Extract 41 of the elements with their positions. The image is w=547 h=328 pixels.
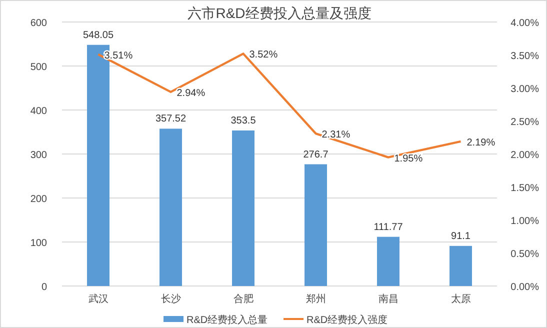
- y2-tick-label: 3.00%: [510, 84, 540, 95]
- data-label: 2.19%: [466, 137, 496, 148]
- bar: [304, 164, 327, 286]
- y2-tick-label: 4.00%: [510, 18, 540, 29]
- data-label: 111.77: [374, 222, 404, 233]
- bar: [232, 130, 254, 286]
- bar: [160, 128, 182, 286]
- y2-tick-label: 2.50%: [510, 117, 540, 128]
- data-label: 357.52: [155, 114, 186, 125]
- y-tick-label: 0: [41, 282, 48, 293]
- x-tick-label: 太原: [450, 293, 471, 305]
- bar: [377, 236, 400, 286]
- y-tick-label: 500: [30, 62, 48, 73]
- legend-label: R&D经费投入强度: [306, 314, 388, 326]
- y2-tick-label: 3.50%: [510, 51, 540, 62]
- x-tick-label: 南昌: [378, 293, 398, 305]
- chart-title: 六市R&D经费投入总量及强度: [188, 5, 372, 21]
- legend-label: R&D经费投入总量: [186, 314, 268, 326]
- data-label: 276.7: [303, 149, 329, 160]
- y-tick-label: 300: [30, 150, 48, 161]
- y-tick-label: 600: [30, 18, 48, 29]
- data-label: 91.1: [451, 230, 471, 242]
- y2-tick-label: 1.00%: [510, 216, 540, 227]
- y2-tick-label: 2.00%: [510, 150, 540, 161]
- bar: [450, 246, 472, 286]
- y2-tick-label: 0.50%: [510, 249, 540, 260]
- data-label: 548.05: [82, 30, 114, 41]
- data-label: 353.5: [230, 115, 256, 126]
- y2-tick-label: 0.00%: [510, 282, 540, 293]
- x-tick-label: 郑州: [306, 293, 326, 305]
- x-tick-label: 武汉: [88, 293, 108, 305]
- x-tick-label: 长沙: [160, 293, 181, 305]
- y-tick-label: 400: [30, 106, 48, 117]
- y-tick-label: 100: [30, 238, 48, 249]
- x-tick-label: 合肥: [233, 293, 254, 305]
- data-label: 3.52%: [249, 50, 278, 61]
- data-label: 2.94%: [176, 88, 206, 99]
- y2-tick-label: 1.50%: [510, 183, 540, 194]
- data-label: 2.31%: [322, 130, 350, 141]
- data-label: 1.95%: [394, 153, 423, 164]
- y-tick-label: 200: [30, 194, 48, 205]
